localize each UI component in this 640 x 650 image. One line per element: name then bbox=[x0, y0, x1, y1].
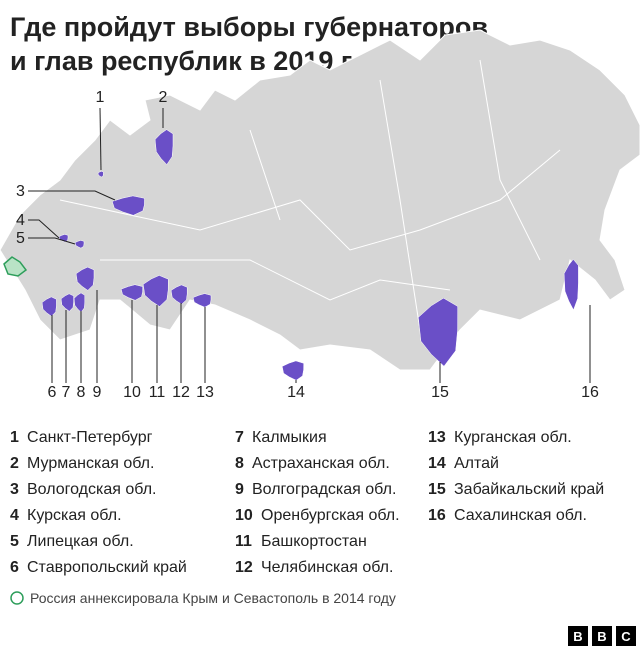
region-highlight bbox=[73, 292, 86, 313]
leader-line bbox=[99, 107, 102, 171]
map-label: 9 bbox=[93, 384, 102, 401]
crimea bbox=[3, 256, 28, 277]
legend-number: 14 bbox=[428, 455, 446, 472]
legend-name: Вологодская обл. bbox=[27, 481, 156, 498]
legend-number: 5 bbox=[10, 533, 19, 550]
map-label: 6 bbox=[48, 384, 57, 401]
legend-name: Калмыкия bbox=[252, 429, 327, 446]
legend-name: Мурманская обл. bbox=[27, 455, 154, 472]
map-label: 11 bbox=[149, 384, 166, 401]
legend-number: 2 bbox=[10, 455, 19, 472]
region-highlight bbox=[170, 284, 188, 305]
note-icon bbox=[10, 591, 24, 605]
map-label: 15 bbox=[431, 384, 449, 401]
map-label: 13 bbox=[196, 384, 214, 401]
legend-number: 3 bbox=[10, 481, 19, 498]
map-label: 8 bbox=[77, 384, 86, 401]
leader-line bbox=[28, 190, 116, 201]
region-highlight bbox=[74, 240, 85, 249]
legend-name: Санкт-Петербург bbox=[27, 429, 153, 446]
legend-name: Алтай bbox=[454, 455, 499, 472]
logo-box bbox=[592, 626, 612, 646]
region-highlight bbox=[142, 275, 169, 307]
logo-letter: B bbox=[597, 629, 606, 644]
region-highlight bbox=[111, 195, 145, 216]
legend-name: Курская обл. bbox=[27, 507, 122, 524]
region-highlight bbox=[120, 284, 143, 301]
region-highlight bbox=[60, 293, 74, 312]
legend-name: Астраханская обл. bbox=[252, 455, 390, 472]
legend-number: 6 bbox=[10, 559, 19, 576]
map-label: 14 bbox=[287, 384, 305, 401]
legend-number: 9 bbox=[235, 481, 244, 498]
legend-number: 7 bbox=[235, 429, 244, 446]
legend-number: 16 bbox=[428, 507, 446, 524]
map-label: 5 bbox=[16, 230, 25, 247]
region-highlight bbox=[154, 129, 174, 165]
legend-name: Оренбургская обл. bbox=[261, 507, 400, 524]
logo-letter: B bbox=[573, 629, 582, 644]
legend-name: Челябинская обл. bbox=[261, 559, 393, 576]
map-label: 16 bbox=[581, 384, 599, 401]
map-label: 3 bbox=[16, 183, 25, 200]
russia-map bbox=[0, 29, 640, 371]
region-borders bbox=[59, 59, 561, 331]
map-label: 10 bbox=[123, 384, 141, 401]
region-highlight bbox=[75, 266, 95, 291]
legend-name: Сахалинская обл. bbox=[454, 507, 587, 524]
note: Россия аннексировала Крым и Севастополь … bbox=[30, 590, 396, 606]
logo-box bbox=[568, 626, 588, 646]
legend-name: Липецкая обл. bbox=[27, 533, 134, 550]
legend-number: 10 bbox=[235, 507, 253, 524]
legend-number: 13 bbox=[428, 429, 446, 446]
map-label: 7 bbox=[62, 384, 71, 401]
leader-line bbox=[28, 219, 60, 239]
leader-line bbox=[28, 237, 76, 245]
title-line: Где пройдут выборы губернаторов bbox=[10, 12, 488, 42]
legend-number: 12 bbox=[235, 559, 253, 576]
region-highlight bbox=[192, 293, 212, 308]
legend-number: 8 bbox=[235, 455, 244, 472]
legend-name: Забайкальский край bbox=[454, 481, 604, 498]
map-label: 2 bbox=[159, 89, 168, 106]
region-highlight bbox=[97, 171, 104, 178]
legend-number: 11 bbox=[235, 533, 252, 550]
legend-number: 4 bbox=[10, 507, 19, 524]
legend-name: Курганская обл. bbox=[454, 429, 572, 446]
legend-name: Башкортостан bbox=[261, 533, 367, 550]
legend-number: 1 bbox=[10, 429, 19, 446]
map-label: 4 bbox=[16, 212, 25, 229]
region-highlight bbox=[281, 360, 304, 381]
region-highlight bbox=[41, 296, 57, 317]
legend-name: Волгоградская обл. bbox=[252, 481, 396, 498]
map-label: 1 bbox=[96, 89, 105, 106]
legend-number: 15 bbox=[428, 481, 446, 498]
logo-letter: C bbox=[621, 629, 631, 644]
map-label: 12 bbox=[172, 384, 190, 401]
legend-name: Ставропольский край bbox=[27, 559, 187, 576]
region-highlight bbox=[418, 297, 458, 367]
region-highlight bbox=[563, 258, 579, 311]
logo-box bbox=[616, 626, 636, 646]
